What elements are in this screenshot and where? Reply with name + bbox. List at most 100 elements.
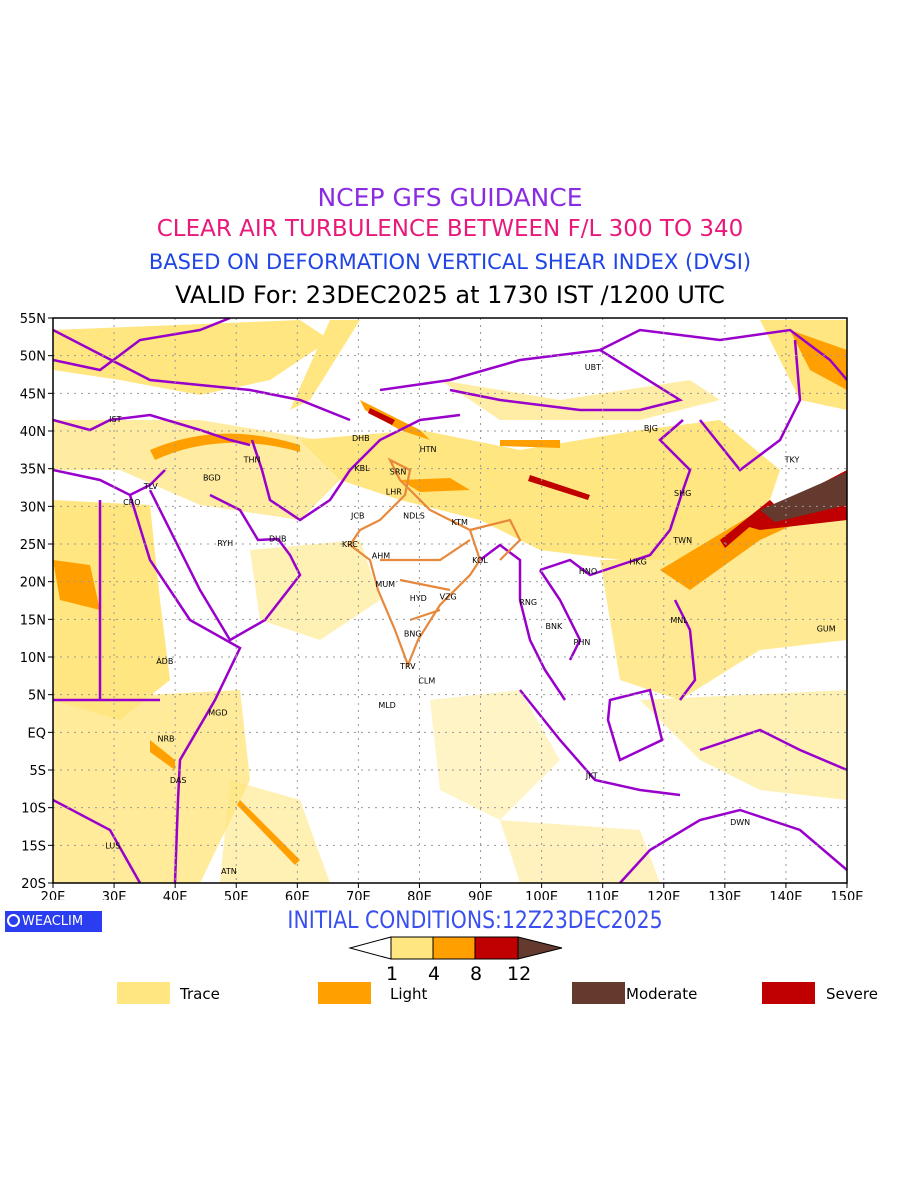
city-label-mgd: MGD (208, 709, 227, 718)
city-label-ubt: UBT (585, 363, 601, 372)
lat-tick-label: 15N (20, 613, 46, 628)
city-label-nrb: NRB (157, 734, 174, 743)
colorbar-trace (390, 936, 434, 960)
colorbar-severe (474, 936, 519, 960)
city-label-hyd: HYD (410, 594, 427, 603)
lat-tick-label: 5S (29, 764, 46, 779)
copyright-icon (7, 914, 20, 927)
city-label-bnk: BNK (545, 622, 562, 631)
colorbar-tick: 12 (507, 963, 532, 985)
legend-label-light: Light (390, 985, 428, 1003)
lat-tick-label: 25N (20, 538, 46, 553)
colorbar-tick: 8 (470, 963, 483, 985)
lon-tick-label: 130E (708, 890, 741, 900)
map-frame (52, 317, 848, 884)
city-label-twn: TWN (672, 536, 692, 545)
city-label-tky: TKY (784, 456, 800, 465)
lat-tick-label: 45N (20, 387, 46, 402)
city-label-ahm: AHM (372, 551, 390, 560)
city-label-kbl: KBL (354, 464, 370, 473)
lon-tick-label: 50E (224, 890, 249, 900)
city-label-ryh: RYH (217, 539, 233, 548)
lon-tick-label: 80E (407, 890, 432, 900)
city-label-lhr: LHR (386, 487, 402, 496)
city-label-thn: THN (243, 456, 261, 465)
city-label-trv: TRV (399, 662, 416, 671)
lat-tick-label: 20S (21, 877, 46, 892)
coastlines-borders (53, 318, 847, 883)
city-label-adb: ADB (156, 657, 173, 666)
turbulence-map: 20E 30E 40E 50E 60E 70E 80E 90E 100E 110E 120E 130E… (20, 312, 864, 900)
colorbar-tick: 1 (386, 963, 399, 985)
city-label-jcb: JCB (350, 511, 364, 520)
lat-tick-label: EQ (28, 726, 46, 741)
lat-tick-label: 15S (21, 839, 46, 854)
city-label-mum: MUM (375, 580, 395, 589)
city-label-hno: HNO (579, 567, 597, 576)
city-label-das: DAS (170, 776, 187, 785)
colorbar-below (348, 936, 392, 960)
city-label-tlv: TLV (143, 482, 158, 491)
city-label-dwn: DWN (730, 818, 750, 827)
city-label-kol: KOL (472, 556, 488, 565)
colorbar-tick: 4 (428, 963, 441, 985)
legend-label-trace: Trace (180, 985, 220, 1003)
legend-label-moderate: Moderate (626, 985, 698, 1003)
title-method: BASED ON DEFORMATION VERTICAL SHEAR INDE… (148, 250, 752, 274)
city-label-htn: HTN (420, 445, 437, 454)
lon-tick-label: 100E (525, 890, 558, 900)
lon-tick-label: 90E (468, 890, 493, 900)
moderate-turbulence-area (760, 472, 847, 522)
turbulence-fill-layer (53, 318, 847, 883)
city-label-bgd: BGD (203, 474, 221, 483)
city-label-ndls: NDLS (403, 511, 425, 520)
city-label-lus: LUS (105, 841, 120, 850)
lat-tick-label: 10S (21, 802, 46, 817)
city-label-ist: IST (109, 415, 121, 424)
colorbar (348, 936, 563, 960)
lon-tick-label: 110E (586, 890, 619, 900)
lat-tick-label: 50N (20, 350, 46, 365)
city-label-gum: GUM (817, 624, 836, 633)
lat-tick-label: 20N (20, 576, 46, 591)
lon-tick-label: 60E (285, 890, 310, 900)
city-label-mnl: MNL (670, 616, 688, 625)
city-label-bjg: BJG (644, 424, 658, 433)
city-label-dhb: DHB (352, 434, 370, 443)
city-label-krc: KRC (342, 540, 358, 549)
lat-tick-label: 10N (20, 651, 46, 666)
legend-swatch-light (318, 982, 371, 1004)
city-label-vzg: VZG (440, 593, 457, 602)
weaclim-badge[interactable]: WEACLIM (5, 911, 102, 932)
legend-label-severe: Severe (826, 985, 878, 1003)
city-label-ktm: KTM (452, 518, 469, 527)
city-label-clm: CLM (418, 676, 435, 685)
title-valid-time: VALID For: 23DEC2025 at 1730 IST /1200 U… (175, 281, 725, 309)
city-label-srn: SRN (390, 468, 407, 477)
lon-tick-label: 30E (102, 890, 127, 900)
lat-tick-label: 30N (20, 500, 46, 515)
india-boundaries (348, 457, 522, 669)
lon-tick-label: 120E (647, 890, 680, 900)
lat-tick-label: 5N (28, 689, 46, 704)
title-product: CLEAR AIR TURBULENCE BETWEEN F/L 300 TO … (156, 216, 744, 242)
city-label-hkg: HKG (629, 557, 646, 566)
weaclim-label: WEACLIM (22, 914, 84, 929)
lon-tick-label: 70E (346, 890, 371, 900)
city-label-shg: SHG (674, 489, 691, 498)
lon-tick-label: 40E (163, 890, 188, 900)
legend-swatch-trace (117, 982, 170, 1004)
city-label-bng: BNG (404, 630, 422, 639)
lat-lon-grid (53, 318, 847, 883)
city-label-atn: ATN (221, 867, 237, 876)
colorbar-moderate (517, 936, 563, 960)
city-label-phn: PHN (574, 638, 591, 647)
city-label-jkt: JKT (585, 771, 598, 780)
legend-swatch-moderate (572, 982, 625, 1004)
lon-tick-label: 140E (769, 890, 802, 900)
lat-tick-label: 55N (20, 312, 46, 327)
lon-tick-label: 150E (830, 890, 863, 900)
city-label-mld: MLD (378, 701, 396, 710)
title-source: NCEP GFS GUIDANCE (317, 183, 583, 212)
